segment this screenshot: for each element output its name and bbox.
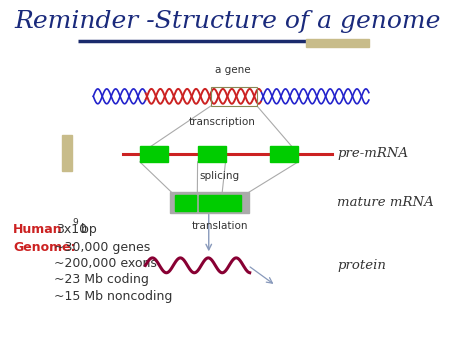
Bar	[211, 87, 257, 106]
Text: ~30,000 genes: ~30,000 genes	[54, 241, 150, 254]
Text: translation: translation	[192, 221, 248, 232]
Text: 3x10: 3x10	[56, 223, 87, 236]
Bar	[220, 195, 241, 211]
Bar	[306, 39, 369, 47]
Bar	[270, 146, 298, 162]
Bar	[171, 192, 249, 213]
Bar	[140, 146, 168, 162]
Bar	[175, 195, 196, 211]
Text: mature mRNA: mature mRNA	[337, 196, 434, 209]
Text: protein: protein	[337, 259, 386, 272]
Text: ~23 Mb coding: ~23 Mb coding	[54, 273, 149, 286]
Text: pre-mRNA: pre-mRNA	[337, 147, 408, 160]
Text: Human: Human	[13, 223, 63, 236]
Text: Reminder -Structure of a genome: Reminder -Structure of a genome	[14, 10, 441, 33]
Text: 9: 9	[73, 218, 79, 227]
Text: splicing: splicing	[200, 171, 240, 181]
Text: bp: bp	[76, 223, 96, 236]
Text: a gene: a gene	[215, 65, 251, 75]
Bar	[199, 195, 220, 211]
Text: ~200,000 exons: ~200,000 exons	[54, 257, 157, 270]
Bar	[198, 146, 225, 162]
Bar	[62, 135, 72, 171]
Text: transcription: transcription	[189, 117, 255, 127]
Text: Genome:: Genome:	[13, 241, 76, 254]
Text: ~15 Mb noncoding: ~15 Mb noncoding	[54, 290, 173, 303]
